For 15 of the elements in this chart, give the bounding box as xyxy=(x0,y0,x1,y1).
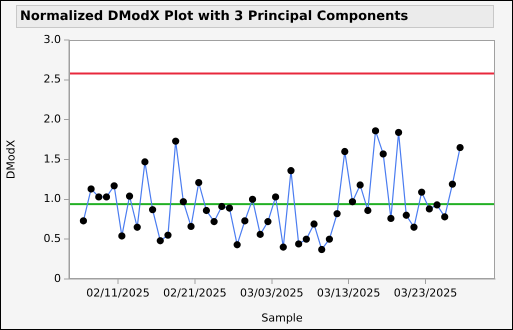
y-tick-label: 0 xyxy=(54,272,61,285)
y-tick-label: 2.0 xyxy=(44,112,61,126)
chart-title: Normalized DModX Plot with 3 Principal Components xyxy=(16,5,494,28)
x-tick-label: 03/13/2025 xyxy=(316,286,380,300)
y-tick-label: 3.0 xyxy=(44,32,61,46)
x-tick-label: 02/11/2025 xyxy=(86,286,150,300)
x-tick-label: 03/23/2025 xyxy=(394,286,458,300)
x-tick-label: 03/03/2025 xyxy=(240,286,304,300)
y-tick-label: 1.0 xyxy=(44,192,61,206)
y-tick-label: 2.5 xyxy=(44,72,61,86)
y-tick-label: 0.5 xyxy=(44,232,61,246)
x-axis-title: Sample xyxy=(261,311,303,324)
y-axis-title: DModX xyxy=(4,139,18,180)
y-tick-label: 1.5 xyxy=(44,152,61,166)
x-tick-label: 02/21/2025 xyxy=(163,286,227,300)
